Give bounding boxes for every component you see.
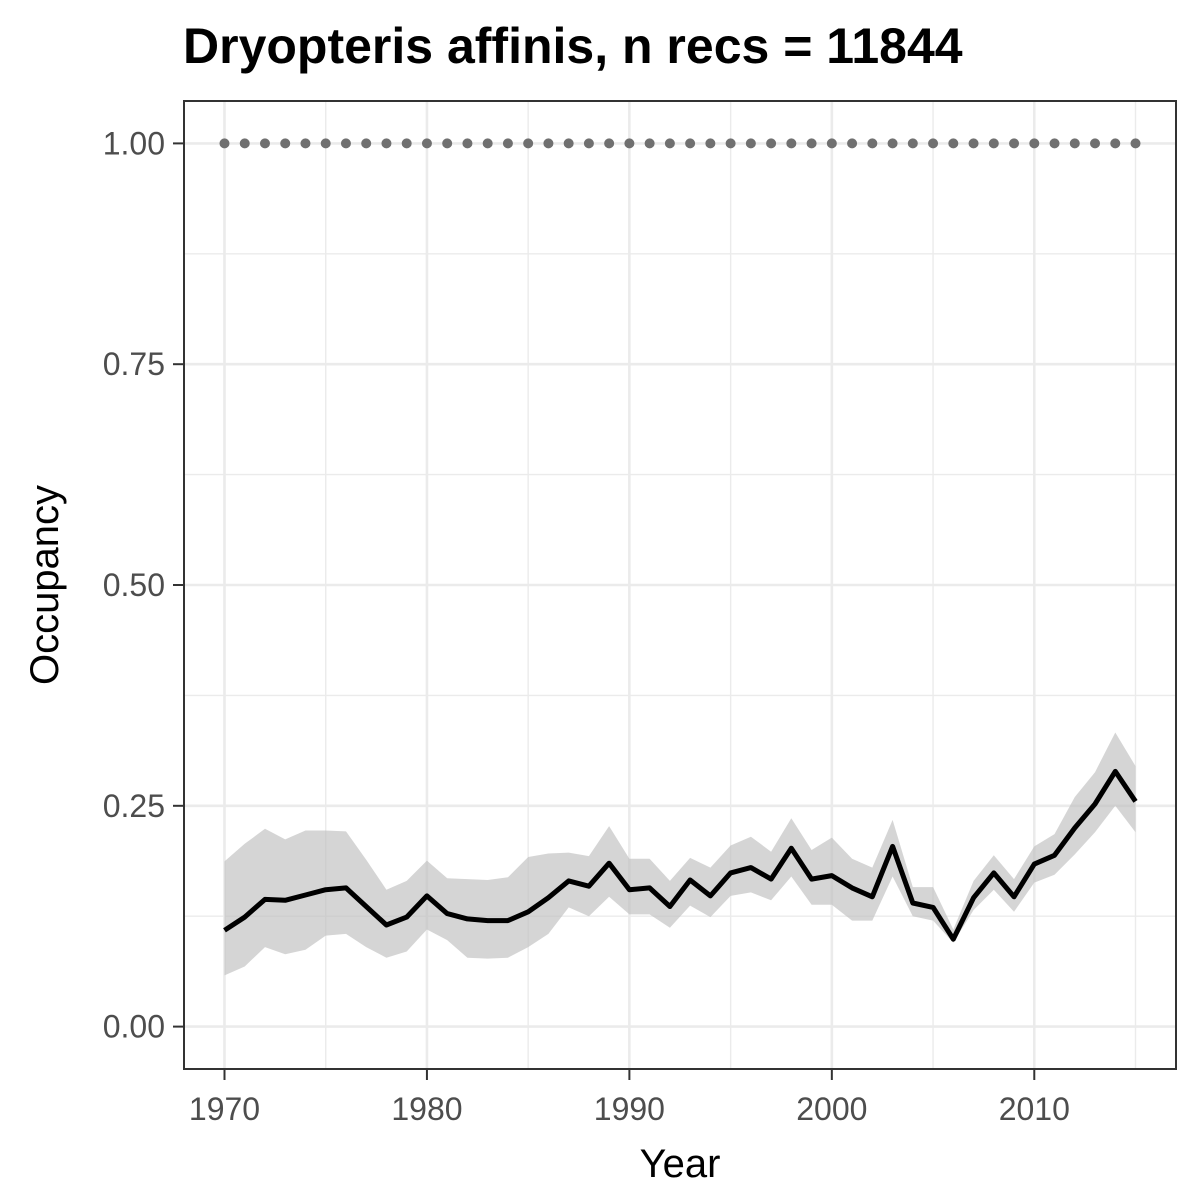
reference-dot <box>1009 138 1020 149</box>
y-axis: 0.00 0.25 0.50 0.75 1.00 <box>103 125 184 1045</box>
reference-dot <box>624 138 635 149</box>
y-tick-label: 0.00 <box>103 1009 165 1045</box>
reference-dot <box>928 138 939 149</box>
x-axis: 1970 1980 1990 2000 2010 <box>189 1069 1070 1127</box>
reference-dot <box>381 138 392 149</box>
reference-dot <box>361 138 372 149</box>
reference-dot <box>806 138 817 149</box>
reference-dot <box>705 138 716 149</box>
reference-dot <box>725 138 736 149</box>
reference-dot <box>543 138 554 149</box>
y-tick-label: 1.00 <box>103 125 165 161</box>
reference-dot <box>219 138 230 149</box>
reference-dot <box>664 138 675 149</box>
occupancy-line-layer <box>223 768 1138 942</box>
reference-dot <box>1029 138 1040 149</box>
chart-title: Dryopteris affinis, n recs = 11844 <box>183 18 963 74</box>
reference-dot <box>523 138 534 149</box>
reference-dot <box>401 138 412 149</box>
x-tick-label: 1980 <box>391 1091 462 1127</box>
reference-dot <box>442 138 453 149</box>
reference-dot <box>988 138 999 149</box>
occupancy-line <box>223 768 1138 942</box>
reference-dot <box>1110 138 1121 149</box>
reference-dot <box>563 138 574 149</box>
y-tick-label: 0.50 <box>103 567 165 603</box>
reference-line-layer <box>219 138 1141 149</box>
reference-dot <box>644 138 655 149</box>
reference-dot <box>462 138 473 149</box>
reference-dot <box>907 138 918 149</box>
reference-dot <box>786 138 797 149</box>
y-tick-label: 0.25 <box>103 788 165 824</box>
reference-dot <box>300 138 311 149</box>
reference-dot <box>847 138 858 149</box>
reference-dot <box>1049 138 1060 149</box>
reference-dot <box>502 138 513 149</box>
reference-dot <box>239 138 250 149</box>
reference-dot <box>826 138 837 149</box>
reference-dot <box>766 138 777 149</box>
reference-dot <box>482 138 493 149</box>
reference-dot <box>968 138 979 149</box>
x-tick-label: 2000 <box>796 1091 867 1127</box>
reference-dot <box>1130 138 1141 149</box>
reference-dot <box>604 138 615 149</box>
reference-dot <box>320 138 331 149</box>
reference-dot <box>948 138 959 149</box>
reference-dot <box>280 138 291 149</box>
x-axis-title: Year <box>640 1142 721 1186</box>
reference-dot <box>745 138 756 149</box>
x-tick-label: 1990 <box>594 1091 665 1127</box>
x-tick-label: 2010 <box>999 1091 1070 1127</box>
reference-dot <box>887 138 898 149</box>
reference-dot <box>259 138 270 149</box>
y-axis-title: Occupancy <box>23 485 67 685</box>
reference-dot <box>1069 138 1080 149</box>
reference-dot <box>685 138 696 149</box>
reference-dot <box>340 138 351 149</box>
reference-dot <box>867 138 878 149</box>
reference-dot <box>421 138 432 149</box>
reference-dot <box>1090 138 1101 149</box>
x-tick-label: 1970 <box>189 1091 260 1127</box>
y-tick-label: 0.75 <box>103 346 165 382</box>
reference-dot <box>583 138 594 149</box>
